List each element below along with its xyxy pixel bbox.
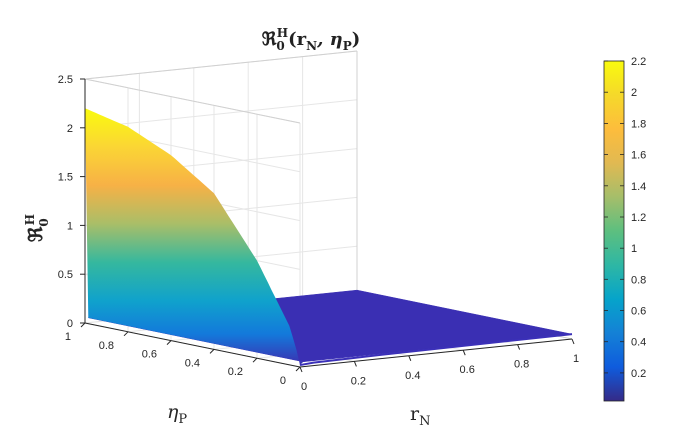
title-close: )	[352, 29, 361, 50]
y-axis-line	[84, 322, 301, 368]
x-tick-mark	[517, 344, 521, 350]
colorbar-tick-labels: 0.2 0.4 0.6 0.8 1 1.2 1.4 1.6 1.8 2 2.2	[604, 56, 646, 380]
y-axis-label: ηP	[167, 401, 187, 427]
colorbar-tick-label: 1.8	[631, 118, 646, 130]
z-axis-label: ℜ0H	[23, 214, 51, 242]
title-arg1-sub: N	[306, 39, 317, 53]
colorbar-tick-label: 0.8	[631, 274, 646, 286]
axis-lines	[80, 78, 575, 373]
y-tick-label: 0.4	[185, 357, 200, 369]
y-tick-mark	[123, 331, 129, 337]
x-tick-mark	[408, 355, 412, 361]
x-tick-label: 0.8	[514, 359, 529, 371]
x-label-base: r	[410, 403, 420, 425]
z-tick-label: 0	[67, 318, 73, 330]
chart-title: ℜ0H(rN, ηP)	[262, 26, 361, 53]
z-tick-label: 1.5	[58, 172, 73, 184]
y-tick-label: 0.6	[142, 349, 157, 361]
x-axis-label: rN	[410, 403, 430, 429]
title-args: (r	[288, 29, 307, 50]
title-arg2-sub: P	[343, 39, 352, 53]
surface-front-edge	[299, 333, 573, 367]
grid-back-z	[84, 99, 358, 129]
x-axis-line	[299, 338, 573, 368]
x-tick-mark	[299, 366, 303, 373]
title-sep: , η	[316, 29, 343, 50]
svg-text:ℜ0H: ℜ0H	[23, 214, 51, 242]
z-tick-labels: 0 0.5 1 1.5 2 2.5	[58, 74, 73, 330]
box-edge	[84, 50, 358, 80]
colorbar-tick-label: 0.4	[631, 337, 646, 349]
y-tick-label: 0.2	[228, 366, 243, 378]
z-label-base: ℜ	[25, 226, 47, 242]
x-label-sub: N	[419, 414, 430, 429]
colorbar-tick-label: 2.2	[631, 56, 646, 68]
colorbar-tick-label: 0.6	[631, 306, 646, 318]
colorbar-tick-label: 1.2	[631, 212, 646, 224]
colorbar	[603, 60, 625, 402]
x-tick-label: 0.4	[405, 370, 420, 382]
box-edge	[84, 78, 301, 124]
x-tick-mark	[353, 361, 357, 367]
y-tick-mark	[166, 340, 172, 345]
z-tick-label: 2.5	[58, 74, 73, 86]
surface-mesh	[85, 108, 573, 367]
y-tick-mark	[295, 366, 301, 372]
surface-wall	[85, 108, 304, 366]
title-sub: 0	[276, 39, 284, 53]
colorbar-tick-label: 1	[631, 243, 637, 255]
y-tick-mark	[209, 349, 215, 354]
x-tick-label: 0.2	[351, 375, 366, 387]
colorbar-tick-label: 0.2	[631, 368, 646, 380]
y-tick-mark	[80, 322, 86, 328]
x-tick-label: 0.6	[460, 364, 475, 376]
colorbar-tick-label: 1.4	[631, 181, 646, 193]
z-tick-label: 2	[67, 123, 73, 135]
x-tick-mark	[571, 338, 575, 345]
y-tick-label: 0	[280, 375, 286, 387]
y-label-sub: P	[178, 412, 187, 427]
y-tick-labels: 0 0.2 0.4 0.6 0.8 1	[65, 331, 286, 387]
colorbar-tick-label: 1.6	[631, 150, 646, 162]
y-tick-label: 0.8	[99, 340, 114, 352]
y-tick-mark	[252, 357, 258, 363]
x-tick-labels: 0 0.2 0.4 0.6 0.8 1	[301, 353, 579, 393]
x-tick-label: 0	[301, 381, 307, 393]
y-tick-label: 1	[65, 331, 71, 343]
colorbar-tick-label: 2	[631, 87, 637, 99]
x-tick-label: 1	[573, 353, 579, 365]
z-tick-label: 0.5	[58, 269, 73, 281]
z-label-sub: 0	[37, 218, 51, 226]
z-tick-label: 1	[67, 220, 73, 232]
title-sup: H	[277, 26, 288, 40]
x-tick-mark	[462, 350, 466, 356]
y-label-base: η	[167, 401, 179, 423]
title-symbol: ℜ	[262, 29, 277, 50]
z-label-sup: H	[23, 214, 37, 225]
